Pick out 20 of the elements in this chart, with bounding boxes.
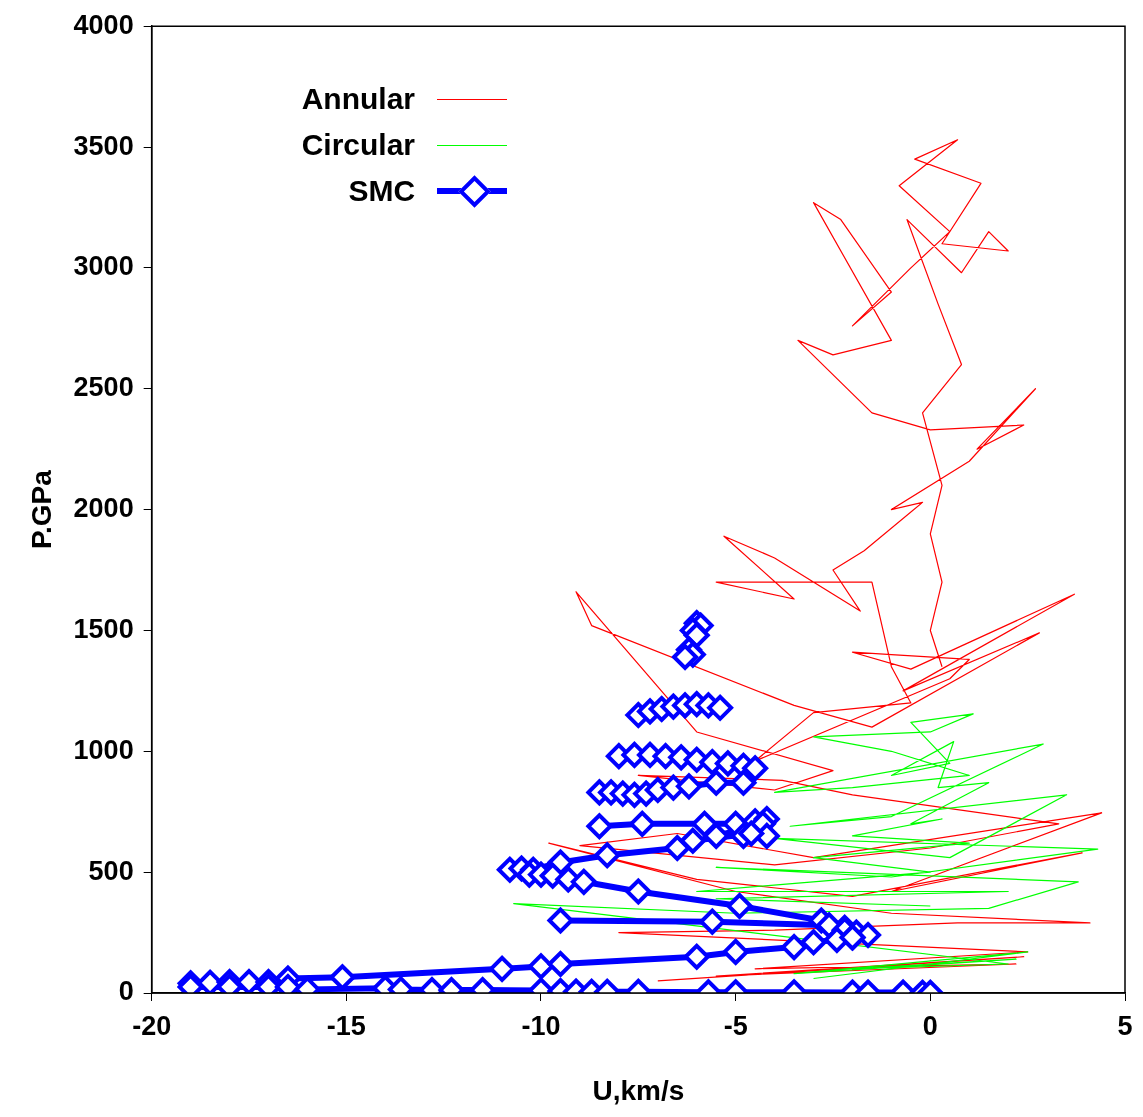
x-tick-label: -10 — [521, 1010, 561, 1041]
y-tick-label: 0 — [118, 976, 134, 1007]
x-tick-label: 5 — [1117, 1010, 1133, 1041]
y-axis-title: P.GPa — [25, 469, 57, 550]
legend-label: Circular — [301, 128, 416, 163]
y-tick-label: 3000 — [73, 251, 134, 282]
x-tick-label: -20 — [132, 1010, 172, 1041]
legend-label: Annular — [301, 82, 416, 117]
x-axis-title: U,km/s — [592, 1074, 685, 1106]
x-tick-label: 0 — [922, 1010, 938, 1041]
y-tick-label: 1500 — [73, 613, 134, 644]
x-tick-label: -5 — [723, 1010, 748, 1041]
y-tick-label: 3500 — [73, 130, 134, 161]
legend-label: SMC — [348, 174, 416, 209]
y-tick-label: 1000 — [73, 734, 134, 765]
y-tick-label: 2000 — [73, 493, 134, 524]
y-tick-label: 4000 — [73, 9, 134, 40]
y-tick-label: 500 — [88, 855, 134, 886]
y-tick-label: 2500 — [73, 372, 134, 403]
x-tick-label: -15 — [326, 1010, 366, 1041]
